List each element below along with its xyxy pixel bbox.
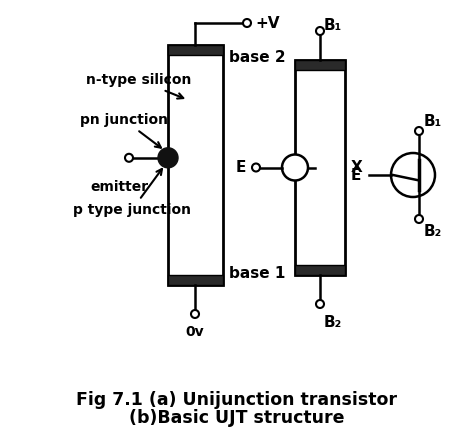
Text: emitter: emitter bbox=[90, 180, 148, 194]
Text: B₁: B₁ bbox=[324, 18, 342, 33]
Text: (b)Basic UJT structure: (b)Basic UJT structure bbox=[129, 409, 345, 427]
Text: pn junction: pn junction bbox=[80, 113, 168, 148]
Circle shape bbox=[243, 19, 251, 27]
Text: B₂: B₂ bbox=[324, 315, 342, 330]
Text: E: E bbox=[351, 168, 361, 183]
Circle shape bbox=[252, 164, 260, 171]
Circle shape bbox=[316, 300, 324, 308]
Text: 0v: 0v bbox=[186, 325, 204, 339]
Circle shape bbox=[391, 153, 435, 197]
Text: P: P bbox=[291, 161, 300, 174]
Text: +V: +V bbox=[255, 15, 280, 30]
Circle shape bbox=[415, 127, 423, 135]
Circle shape bbox=[282, 155, 308, 180]
Bar bbox=[168, 45, 223, 55]
Bar bbox=[295, 60, 345, 275]
Text: base 2: base 2 bbox=[229, 50, 286, 65]
Bar bbox=[295, 60, 345, 70]
Circle shape bbox=[191, 310, 199, 318]
Circle shape bbox=[316, 27, 324, 35]
Circle shape bbox=[415, 215, 423, 223]
Text: B₁: B₁ bbox=[424, 114, 442, 129]
Bar bbox=[295, 265, 345, 275]
Text: p type junction: p type junction bbox=[73, 169, 191, 217]
Bar bbox=[168, 275, 223, 285]
Circle shape bbox=[158, 148, 178, 168]
Text: n-type silicon: n-type silicon bbox=[86, 73, 191, 99]
Text: base 1: base 1 bbox=[229, 266, 285, 281]
Text: E: E bbox=[236, 160, 246, 175]
Text: B₂: B₂ bbox=[424, 225, 442, 240]
Circle shape bbox=[125, 154, 133, 162]
Text: X: X bbox=[351, 160, 363, 175]
Bar bbox=[168, 45, 223, 285]
Text: Fig 7.1 (a) Unijunction transistor: Fig 7.1 (a) Unijunction transistor bbox=[76, 391, 398, 409]
